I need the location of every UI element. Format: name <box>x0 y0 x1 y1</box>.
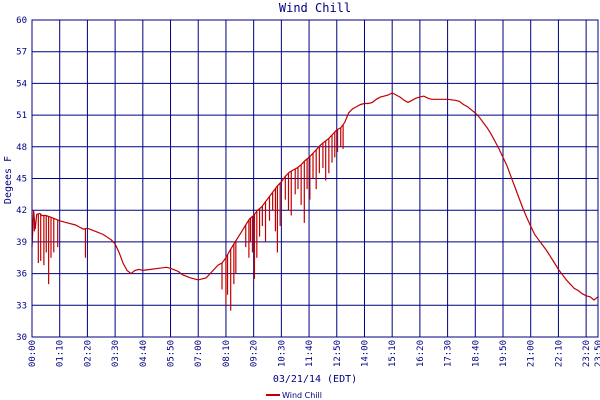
x-tick-label: 22:10 <box>554 340 564 367</box>
chart-title: Wind Chill <box>279 1 351 15</box>
legend: Wind Chill <box>266 391 322 400</box>
y-tick-labels: 30 33 36 39 42 45 48 51 54 57 60 <box>16 16 27 343</box>
y-tick-label: 54 <box>16 79 27 89</box>
x-tick-label: 16:20 <box>416 340 426 367</box>
x-tick-label: 18:40 <box>471 340 481 367</box>
x-tick-label: 03:30 <box>111 340 121 367</box>
y-tick-label: 36 <box>16 270 27 280</box>
x-tick-label: 01:10 <box>56 340 66 367</box>
x-tick-label: 23:50 <box>594 340 600 367</box>
y-tick-label: 33 <box>16 301 27 311</box>
plot-border <box>31 19 599 338</box>
x-tick-label: 07:00 <box>194 340 204 367</box>
x-tick-label: 10:30 <box>277 340 287 367</box>
y-tick-label: 30 <box>16 333 27 343</box>
x-tick-label: 09:20 <box>250 340 260 367</box>
x-tick-label: 00:00 <box>28 340 38 367</box>
x-axis-label: 03/21/14 (EDT) <box>273 374 357 385</box>
x-tick-label: 14:00 <box>360 340 370 367</box>
x-tick-label: 21:00 <box>527 340 537 367</box>
y-axis-label: Degees F <box>3 156 14 204</box>
x-tick-label: 05:50 <box>167 340 177 367</box>
x-tick-label: 15:10 <box>388 340 398 367</box>
y-tick-label: 42 <box>16 206 27 216</box>
y-tick-label: 57 <box>16 48 27 58</box>
x-tick-label: 23:20 <box>582 340 592 367</box>
x-tick-label: 11:40 <box>305 340 315 367</box>
x-tick-label: 04:40 <box>139 340 149 367</box>
x-tick-label: 19:50 <box>499 340 509 367</box>
y-tick-label: 39 <box>16 238 27 248</box>
x-tick-label: 08:10 <box>222 340 232 367</box>
wind-chill-line <box>31 92 599 301</box>
x-tick-label: 12:50 <box>333 340 343 367</box>
series-layer <box>31 92 599 311</box>
legend-entry: Wind Chill <box>282 391 322 400</box>
y-tick-label: 60 <box>16 16 27 26</box>
y-tick-label: 51 <box>16 111 27 121</box>
y-tick-label: 48 <box>16 143 27 153</box>
x-tick-label: 02:20 <box>83 340 93 367</box>
x-tick-label: 17:30 <box>444 340 454 367</box>
y-tick-label: 45 <box>16 175 27 185</box>
x-tick-labels: 00:00 01:10 02:20 03:30 04:40 05:50 07:00 08:10… <box>28 340 600 367</box>
